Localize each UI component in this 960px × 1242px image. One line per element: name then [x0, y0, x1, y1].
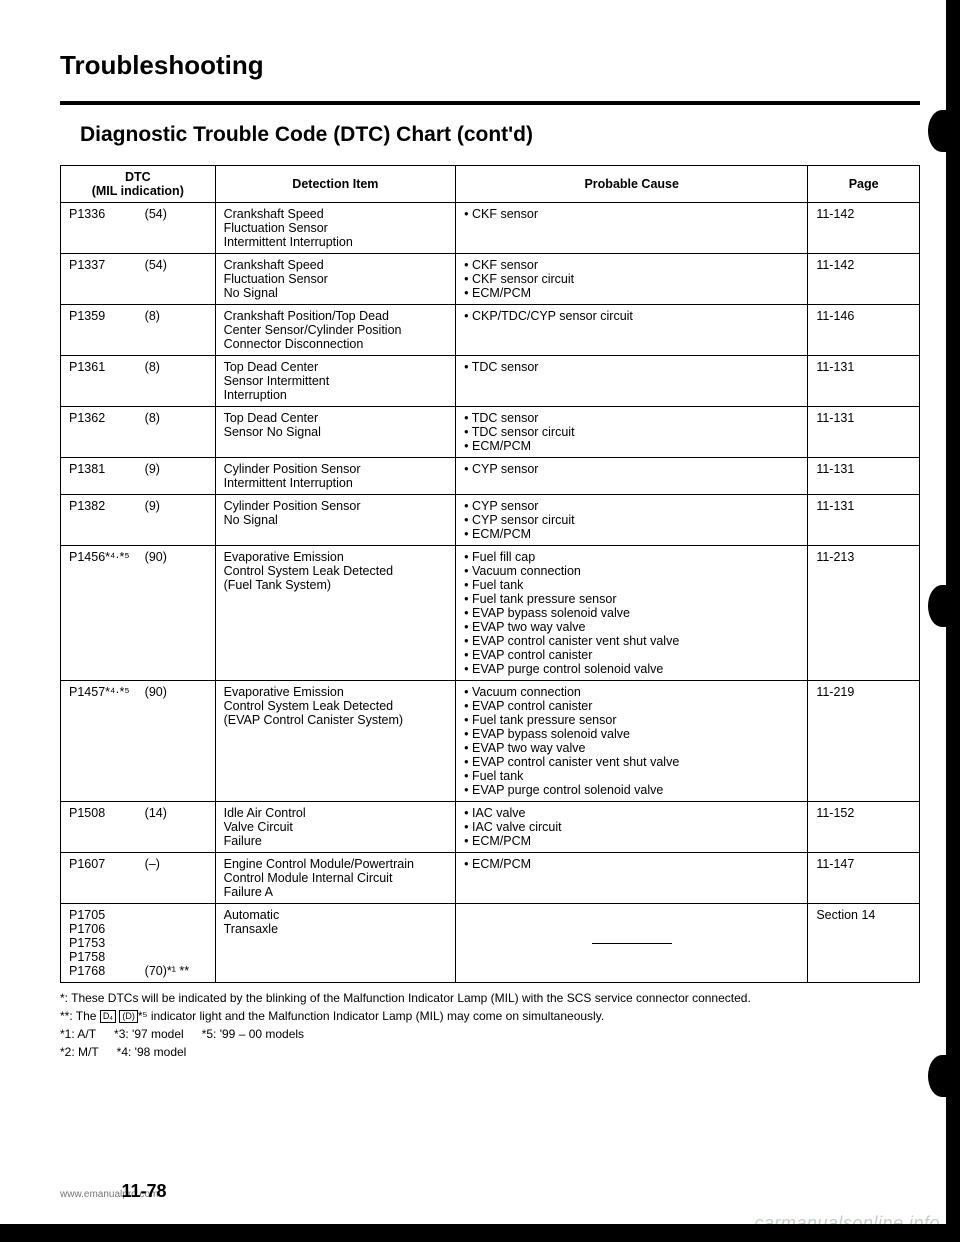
section-subtitle: Diagnostic Trouble Code (DTC) Chart (con…	[80, 123, 920, 147]
table-row: P1361(8)Top Dead Center Sensor Intermitt…	[61, 356, 920, 407]
cell-dtc: P1705 P1706 P1753 P1758 P1768(70)*¹ **	[61, 904, 216, 983]
cell-detection: Cylinder Position Sensor Intermittent In…	[215, 458, 456, 495]
cell-cause: Fuel fill capVacuum connectionFuel tankF…	[456, 546, 808, 681]
binder-tab	[928, 110, 956, 152]
cell-dtc: P1361(8)	[61, 356, 216, 407]
cell-cause: ECM/PCM	[456, 853, 808, 904]
d4-icon: D₄	[100, 1010, 116, 1023]
title-rule	[60, 101, 920, 105]
table-row: P1508(14)Idle Air Control Valve Circuit …	[61, 802, 920, 853]
header-dtc: DTC (MIL indication)	[61, 166, 216, 203]
footnote-2: *2: M/T	[60, 1043, 99, 1061]
cell-page: 11-131	[808, 495, 920, 546]
cell-page: 11-213	[808, 546, 920, 681]
binder-tab	[928, 585, 956, 627]
cell-dtc: P1337(54)	[61, 254, 216, 305]
table-row: P1457*⁴·*⁵(90)Evaporative Emission Contr…	[61, 681, 920, 802]
cell-cause: CKP/TDC/CYP sensor circuit	[456, 305, 808, 356]
bottom-edge	[0, 1224, 960, 1242]
cell-dtc: P1381(9)	[61, 458, 216, 495]
cell-page: 11-147	[808, 853, 920, 904]
cell-page: Section 14	[808, 904, 920, 983]
cell-page: 11-152	[808, 802, 920, 853]
cell-cause: TDC sensor	[456, 356, 808, 407]
cell-dtc: P1607(–)	[61, 853, 216, 904]
cell-dtc: P1359(8)	[61, 305, 216, 356]
footnote-dstar: **: The D₄ (D)*⁵ indicator light and the…	[60, 1007, 920, 1025]
table-row: P1382(9)Cylinder Position Sensor No Sign…	[61, 495, 920, 546]
table-row: P1705 P1706 P1753 P1758 P1768(70)*¹ **Au…	[61, 904, 920, 983]
table-row: P1456*⁴·*⁵(90)Evaporative Emission Contr…	[61, 546, 920, 681]
table-row: P1381(9)Cylinder Position Sensor Intermi…	[61, 458, 920, 495]
table-row: P1607(–)Engine Control Module/Powertrain…	[61, 853, 920, 904]
cell-detection: Cylinder Position Sensor No Signal	[215, 495, 456, 546]
footnote-5: *5: '99 – 00 models	[202, 1025, 304, 1043]
footnote-3: *3: '97 model	[114, 1025, 184, 1043]
cell-page: 11-131	[808, 458, 920, 495]
cell-detection: Evaporative Emission Control System Leak…	[215, 546, 456, 681]
cell-detection: Crankshaft Position/Top Dead Center Sens…	[215, 305, 456, 356]
cell-dtc: P1362(8)	[61, 407, 216, 458]
cell-dtc: P1336(54)	[61, 203, 216, 254]
table-row: P1337(54)Crankshaft Speed Fluctuation Se…	[61, 254, 920, 305]
cell-page: 11-146	[808, 305, 920, 356]
table-row: P1362(8)Top Dead Center Sensor No Signal…	[61, 407, 920, 458]
cell-page: 11-131	[808, 356, 920, 407]
cell-detection: Automatic Transaxle	[215, 904, 456, 983]
header-page: Page	[808, 166, 920, 203]
page-number: 11-78	[121, 1181, 166, 1201]
cell-cause: CYP sensor	[456, 458, 808, 495]
cell-detection: Crankshaft Speed Fluctuation Sensor Inte…	[215, 203, 456, 254]
footnote-star: *: These DTCs will be indicated by the b…	[60, 989, 920, 1007]
footnote-dstar-post: *⁵ indicator light and the Malfunction I…	[138, 1009, 604, 1023]
header-detection: Detection Item	[215, 166, 456, 203]
page-title: Troubleshooting	[60, 50, 920, 81]
cell-page: 11-142	[808, 254, 920, 305]
page-footer: www.emanualpro.com 11-78	[60, 1181, 166, 1202]
cell-dtc: P1456*⁴·*⁵(90)	[61, 546, 216, 681]
cell-cause: CKF sensorCKF sensor circuitECM/PCM	[456, 254, 808, 305]
cell-cause: Vacuum connectionEVAP control canisterFu…	[456, 681, 808, 802]
footnotes: *: These DTCs will be indicated by the b…	[60, 989, 920, 1061]
footnote-4: *4: '98 model	[117, 1043, 187, 1061]
cell-cause: IAC valveIAC valve circuitECM/PCM	[456, 802, 808, 853]
cell-page: 11-219	[808, 681, 920, 802]
cell-detection: Idle Air Control Valve Circuit Failure	[215, 802, 456, 853]
cell-page: 11-142	[808, 203, 920, 254]
footnote-dstar-pre: **: The	[60, 1009, 100, 1023]
cell-detection: Evaporative Emission Control System Leak…	[215, 681, 456, 802]
cell-detection: Top Dead Center Sensor No Signal	[215, 407, 456, 458]
footnote-1: *1: A/T	[60, 1025, 96, 1043]
cell-dtc: P1457*⁴·*⁵(90)	[61, 681, 216, 802]
cell-dtc: P1382(9)	[61, 495, 216, 546]
header-cause: Probable Cause	[456, 166, 808, 203]
d-icon: (D)	[119, 1010, 138, 1023]
table-header-row: DTC (MIL indication) Detection Item Prob…	[61, 166, 920, 203]
cell-dtc: P1508(14)	[61, 802, 216, 853]
cell-detection: Crankshaft Speed Fluctuation Sensor No S…	[215, 254, 456, 305]
cell-detection: Top Dead Center Sensor Intermittent Inte…	[215, 356, 456, 407]
binder-tab	[928, 1055, 956, 1097]
table-row: P1359(8)Crankshaft Position/Top Dead Cen…	[61, 305, 920, 356]
cell-cause: CYP sensorCYP sensor circuitECM/PCM	[456, 495, 808, 546]
cell-cause: CKF sensor	[456, 203, 808, 254]
cell-cause: TDC sensorTDC sensor circuitECM/PCM	[456, 407, 808, 458]
table-row: P1336(54)Crankshaft Speed Fluctuation Se…	[61, 203, 920, 254]
cell-detection: Engine Control Module/Powertrain Control…	[215, 853, 456, 904]
cell-page: 11-131	[808, 407, 920, 458]
dtc-table: DTC (MIL indication) Detection Item Prob…	[60, 165, 920, 983]
cell-cause	[456, 904, 808, 983]
